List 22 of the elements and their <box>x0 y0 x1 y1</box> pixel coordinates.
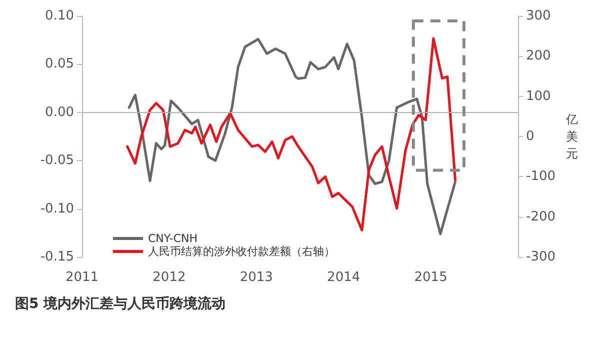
legend-label: CNY-CNH <box>148 232 198 245</box>
y2-tick-label: 200 <box>526 48 551 64</box>
y-tick-label: -0.05 <box>40 153 74 168</box>
x-tick-label: 2011 <box>65 270 99 285</box>
y2-tick-label: -200 <box>526 209 556 224</box>
y2-tick-label: -300 <box>526 250 556 264</box>
y-tick-label: -0.10 <box>40 201 74 216</box>
text: 图5 境内外汇差与人民币跨境流动 <box>15 295 226 312</box>
y-tick-label: 0.00 <box>45 104 74 120</box>
x-tick-label: 2014 <box>327 270 360 285</box>
y2-tick-label: 300 <box>526 8 551 24</box>
y-tick-label: 0.10 <box>45 8 74 24</box>
y2-tick-label: 0 <box>526 129 534 144</box>
y-tick-label: 0.05 <box>45 56 74 72</box>
x-tick-label: 2015 <box>414 270 448 285</box>
x-tick-label: 2012 <box>152 270 186 285</box>
y-tick-label: -0.15 <box>40 250 74 264</box>
y2-axis-title: 亿美元 <box>565 112 578 160</box>
y2-tick-label: -100 <box>526 169 556 184</box>
x-tick-label: 2013 <box>240 270 273 285</box>
legend-label: 人民币结算的涉外收付款差额（右轴） <box>148 245 335 258</box>
y2-tick-label: 100 <box>526 88 551 104</box>
